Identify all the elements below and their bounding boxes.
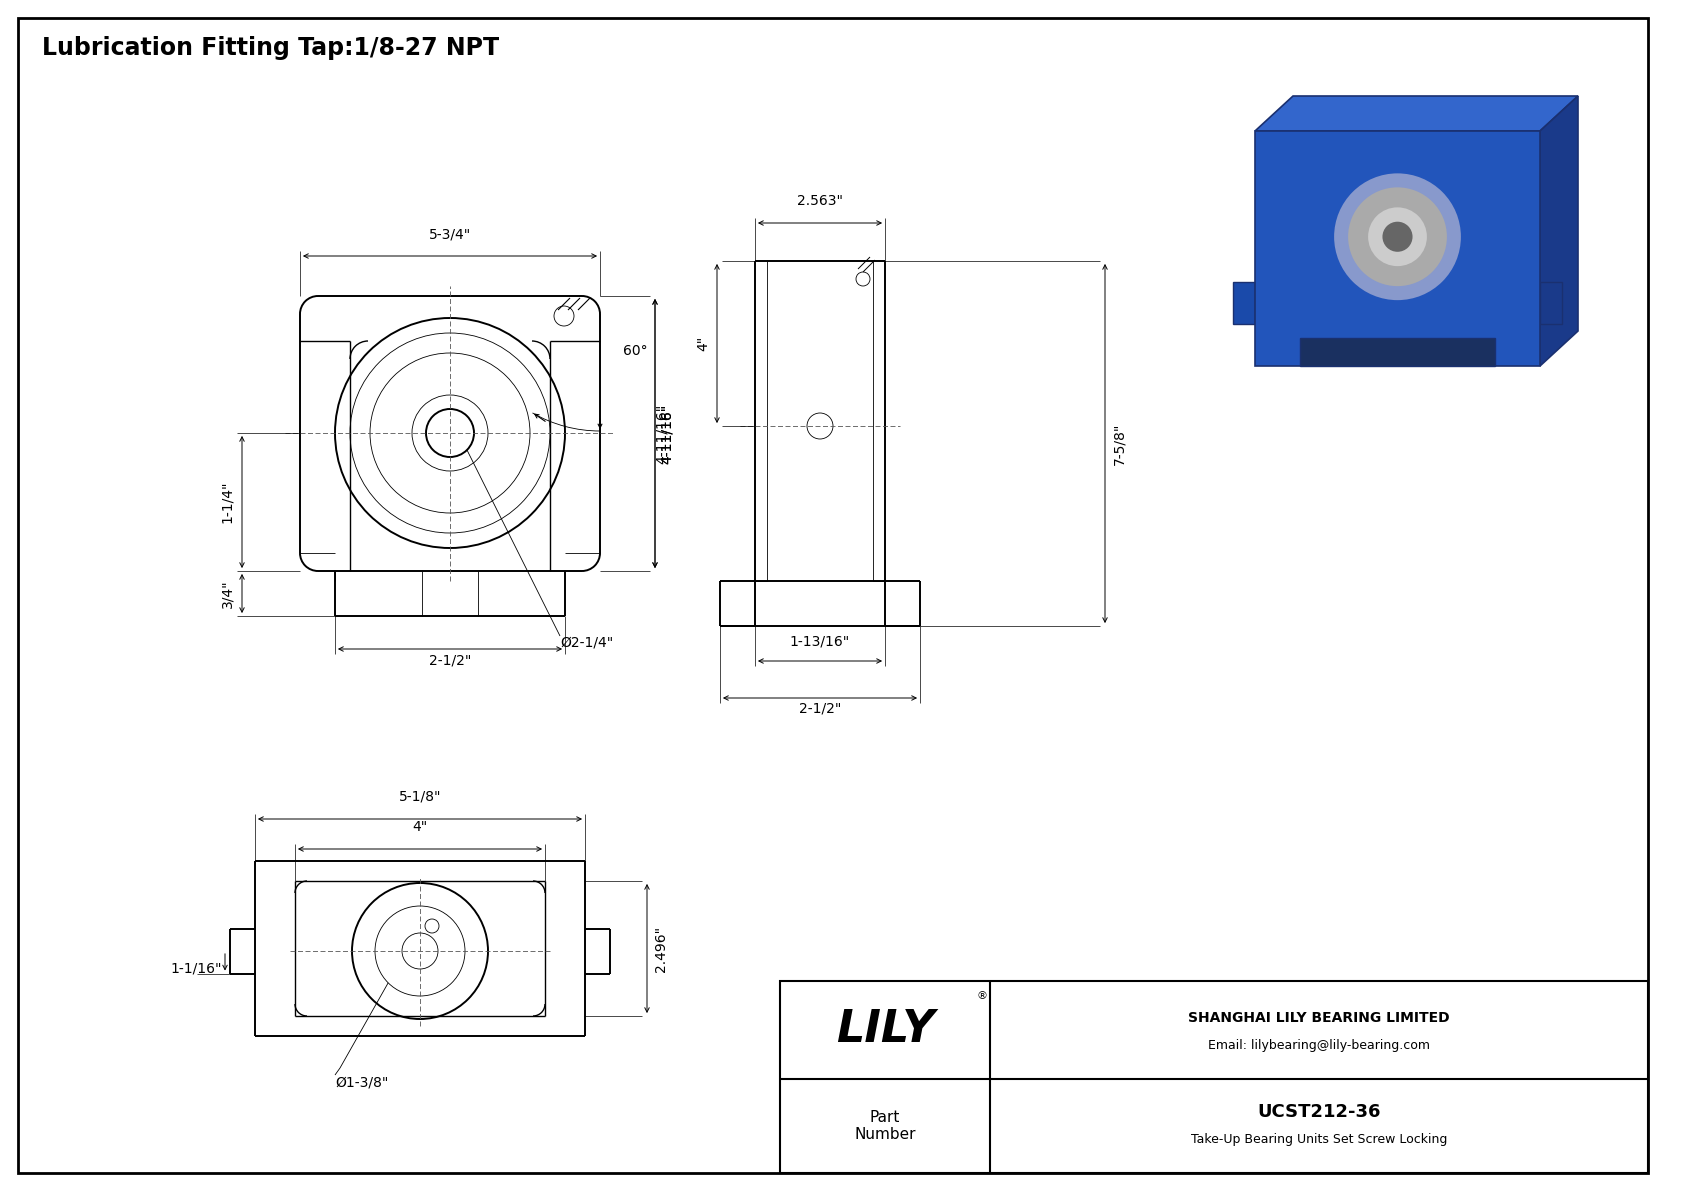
Text: LILY: LILY	[835, 1009, 935, 1052]
Text: 60°: 60°	[623, 344, 647, 358]
Text: 4-11/16": 4-11/16"	[660, 404, 674, 463]
Polygon shape	[1539, 96, 1578, 366]
Text: Part
Number: Part Number	[854, 1110, 916, 1142]
Text: 2-1/2": 2-1/2"	[798, 701, 842, 715]
Text: Lubrication Fitting Tap:1/8-27 NPT: Lubrication Fitting Tap:1/8-27 NPT	[42, 36, 498, 60]
Text: 7-5/8": 7-5/8"	[1111, 423, 1127, 464]
Text: Email: lilybearing@lily-bearing.com: Email: lilybearing@lily-bearing.com	[1207, 1039, 1430, 1052]
Text: 1-1/4": 1-1/4"	[221, 481, 234, 523]
Polygon shape	[1300, 338, 1495, 366]
Text: 4-11/16": 4-11/16"	[660, 404, 674, 463]
Bar	[1233, 282, 1255, 324]
Text: 1-13/16": 1-13/16"	[790, 635, 850, 649]
Circle shape	[1369, 208, 1425, 264]
Bar	[780, 981, 1649, 1173]
Circle shape	[1384, 223, 1411, 251]
Text: SHANGHAI LILY BEARING LIMITED: SHANGHAI LILY BEARING LIMITED	[1189, 1011, 1450, 1025]
Text: ®: ®	[977, 991, 987, 1000]
Text: 5-3/4": 5-3/4"	[429, 227, 472, 241]
Circle shape	[1349, 188, 1445, 285]
Text: Take-Up Bearing Units Set Screw Locking: Take-Up Bearing Units Set Screw Locking	[1191, 1134, 1447, 1147]
Polygon shape	[1255, 96, 1578, 131]
Text: 3/4": 3/4"	[221, 579, 234, 607]
FancyBboxPatch shape	[1255, 131, 1539, 366]
Text: 2.496": 2.496"	[653, 925, 669, 972]
Text: 4": 4"	[695, 336, 711, 351]
Text: 4": 4"	[413, 819, 428, 834]
Text: 2.563": 2.563"	[797, 194, 844, 208]
Bar	[1539, 282, 1563, 324]
Text: 5-1/8": 5-1/8"	[399, 790, 441, 804]
Text: 4-11/16": 4-11/16"	[655, 404, 669, 463]
Circle shape	[1335, 175, 1460, 299]
Text: 1-1/16": 1-1/16"	[170, 961, 222, 975]
Text: UCST212-36: UCST212-36	[1258, 1103, 1381, 1121]
Text: Ø2-1/4": Ø2-1/4"	[561, 636, 613, 650]
Text: 2-1/2": 2-1/2"	[429, 653, 472, 667]
Text: Ø1-3/8": Ø1-3/8"	[335, 1075, 389, 1090]
